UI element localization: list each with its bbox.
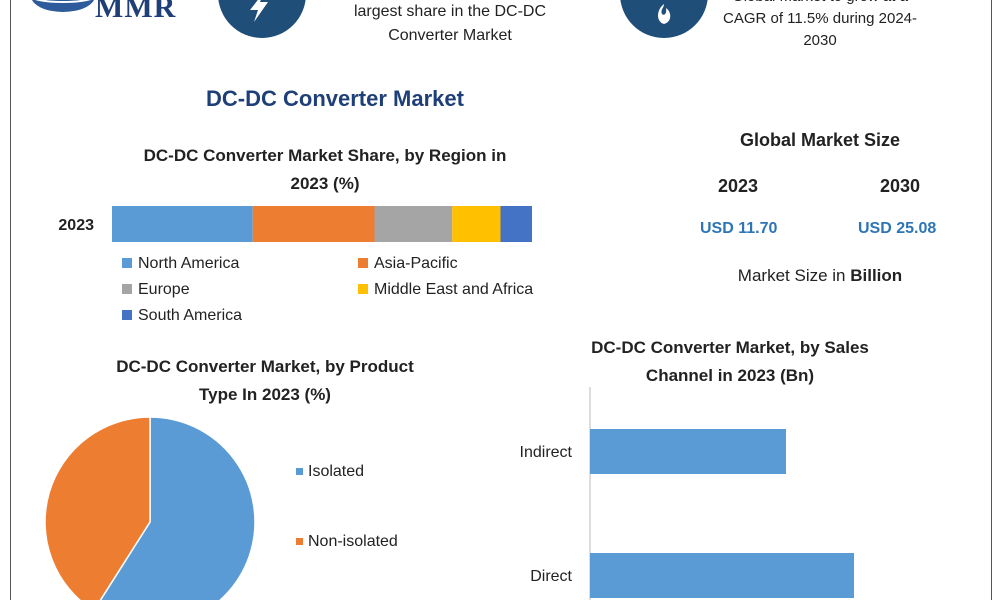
- region-stacked-bar-chart: 2023 North America Asia-Pacific Europe Middl…: [58, 206, 533, 324]
- region-category-label: 2023: [58, 217, 94, 234]
- region-bar-segment-3: [452, 206, 501, 242]
- sales-category-label-0: Indirect: [520, 444, 573, 461]
- region-legend-swatch-2: [122, 284, 132, 294]
- sales-bar-indirect: [590, 429, 786, 474]
- stat-cagr-line-3: 2030: [803, 32, 837, 49]
- region-legend-label-1: Asia-Pacific: [374, 255, 458, 272]
- region-legend-label-3: Middle East and Africa: [374, 281, 533, 298]
- region-chart-title: DC-DC Converter Market Share, by Region …: [100, 142, 550, 198]
- gms-year-2030: 2030: [880, 176, 921, 196]
- stat-share-line-1: largest share in the DC-DC: [353, 3, 547, 20]
- region-bar-segment-0: [112, 206, 253, 242]
- logo-globe-icon: [32, 0, 94, 12]
- product-chart-title: DC-DC Converter Market, by Product Type …: [40, 353, 490, 409]
- region-bar-segment-2: [374, 206, 453, 242]
- global-market-size-title: Global Market Size: [739, 130, 901, 150]
- flame-icon: [658, 4, 671, 24]
- frame-left-border: [10, 0, 11, 600]
- region-chart-title-line-2: 2023 (%): [290, 174, 360, 193]
- stat-share-text: largest share in the DC-DC Converter Mar…: [320, 0, 580, 48]
- pie-slice-1: [44, 416, 151, 600]
- stat-cagr-line-1: Global Market to grow at a: [690, 0, 950, 8]
- main-title: DC-DC Converter Market: [206, 86, 464, 111]
- pie-legend-label-1: Non-isolated: [308, 533, 398, 550]
- region-bar-segment-4: [500, 206, 532, 242]
- gms-unit-prefix: Market Size in: [737, 266, 851, 285]
- sales-category-label-1: Direct: [530, 568, 572, 585]
- region-chart-title-line-1: DC-DC Converter Market Share, by Region …: [143, 146, 507, 165]
- pie-legend-swatch-1: [296, 538, 303, 545]
- stat-cagr-line-2: CAGR of 11.5% during 2024-: [723, 10, 917, 27]
- region-legend-swatch-4: [122, 310, 132, 320]
- sales-bar-direct: [590, 553, 854, 598]
- sales-chart-title-line-2: Channel in 2023 (Bn): [645, 366, 815, 385]
- lightning-icon: [250, 0, 268, 22]
- pie-slice-0: [99, 416, 256, 600]
- region-legend-swatch-3: [358, 284, 368, 294]
- region-legend-label-0: North America: [138, 255, 239, 272]
- gms-unit-word: Billion: [850, 266, 903, 285]
- product-chart-title-line-1: DC-DC Converter Market, by Product: [116, 357, 414, 376]
- pie-legend-label-0: Isolated: [308, 463, 364, 480]
- region-legend-swatch-1: [358, 258, 368, 268]
- product-pie-chart: Isolated Non-isolated: [44, 416, 398, 600]
- flame-icon-circle: [620, 0, 708, 38]
- logo-text: MMR: [95, 0, 177, 24]
- gms-year-2023: 2023: [718, 176, 759, 196]
- sales-channel-bar-chart: Indirect Direct: [520, 387, 854, 600]
- region-legend-label-4: South America: [138, 307, 242, 324]
- lightning-icon-circle: [218, 0, 306, 38]
- stat-cagr-text: Global Market to grow at a CAGR of 11.5%…: [690, 0, 950, 52]
- sales-chart-title: DC-DC Converter Market, by Sales Channel…: [540, 334, 920, 390]
- product-chart-title-line-2: Type In 2023 (%): [199, 385, 331, 404]
- gms-value-2030: USD 25.08: [858, 220, 937, 237]
- region-legend-swatch-0: [122, 258, 132, 268]
- frame-right-border: [991, 0, 992, 600]
- pie-legend-swatch-0: [296, 468, 303, 475]
- stat-share-line-2: Converter Market: [388, 27, 512, 44]
- gms-value-2023: USD 11.70: [700, 220, 778, 237]
- region-legend-label-2: Europe: [138, 281, 190, 298]
- region-bar-segment-1: [252, 206, 375, 242]
- gms-unit-note: Market Size in Billion: [690, 266, 950, 286]
- sales-chart-title-line-1: DC-DC Converter Market, by Sales: [591, 338, 869, 357]
